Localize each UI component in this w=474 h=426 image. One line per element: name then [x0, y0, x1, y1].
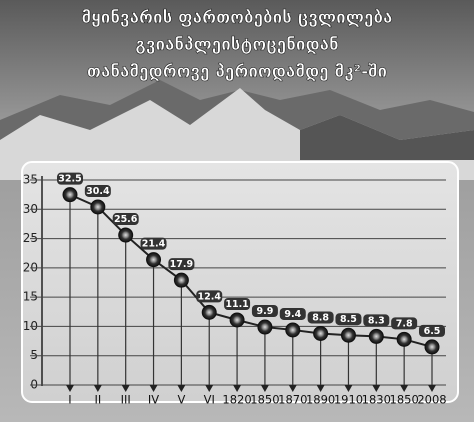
point — [201, 304, 217, 320]
mountains-front — [300, 115, 474, 160]
label-box — [112, 213, 139, 226]
label-box — [168, 258, 195, 271]
label-box — [224, 297, 251, 310]
x-tick-label: I — [68, 393, 71, 407]
point — [118, 227, 134, 243]
x-tick — [66, 385, 74, 392]
x-tick-label: 1850 — [390, 393, 419, 407]
point — [146, 252, 162, 268]
chart-title: მყინვარის ფართობების ცვლილება — [82, 8, 393, 28]
label-box — [57, 172, 83, 185]
data-label: 9.9 — [257, 306, 274, 317]
x-tick-label: V — [177, 393, 185, 407]
point — [257, 319, 273, 335]
point — [424, 339, 440, 355]
x-tick-label: 1910 — [334, 393, 363, 407]
label-box — [419, 324, 445, 337]
data-label: 9.4 — [284, 309, 301, 320]
chart-title: გვიანპლეისტოცენიდან — [135, 35, 338, 55]
x-tick-label: 1850 — [250, 393, 279, 407]
label-box — [251, 305, 278, 318]
x-tick — [93, 385, 102, 392]
point — [229, 312, 245, 328]
label-box — [363, 314, 390, 327]
x-tick — [316, 385, 325, 392]
data-label: 11.1 — [225, 299, 248, 310]
x-tick-label: 1890 — [306, 393, 335, 407]
x-tick-label: 2008 — [417, 393, 446, 407]
x-tick — [400, 385, 409, 392]
x-tick — [288, 385, 297, 392]
data-label: 7.8 — [396, 318, 413, 329]
x-tick — [149, 385, 158, 392]
x-tick-label: III — [121, 393, 131, 407]
label-box — [140, 237, 167, 250]
x-tick — [428, 385, 436, 392]
point — [90, 199, 106, 215]
data-label: 6.5 — [424, 326, 441, 337]
label-box — [307, 311, 334, 324]
label-box — [84, 184, 111, 197]
data-label: 32.5 — [58, 174, 81, 185]
data-label: 8.5 — [340, 314, 357, 325]
point — [340, 327, 356, 343]
point — [396, 331, 412, 347]
x-tick — [233, 385, 242, 392]
data-label: 12.4 — [198, 291, 222, 302]
label-box — [335, 313, 362, 326]
x-tick-label: VI — [204, 393, 215, 407]
label-box — [279, 307, 306, 320]
x-tick-label: IV — [148, 393, 159, 407]
data-label: 30.4 — [86, 186, 110, 197]
data-label: 17.9 — [170, 259, 193, 270]
point — [62, 187, 78, 203]
point — [313, 325, 329, 341]
x-tick-label: II — [94, 393, 101, 407]
x-tick — [205, 385, 214, 392]
x-tick-label: 1830 — [362, 393, 391, 407]
label-box — [196, 290, 223, 303]
data-label: 21.4 — [142, 239, 166, 250]
data-label: 25.6 — [114, 214, 138, 225]
x-tick — [372, 385, 381, 392]
x-tick — [260, 385, 269, 392]
x-tick — [121, 385, 130, 392]
x-tick-label: 1870 — [278, 393, 307, 407]
x-tick-label: 1820 — [222, 393, 251, 407]
label-box — [391, 317, 418, 330]
point — [368, 328, 384, 344]
data-label: 8.3 — [368, 315, 385, 326]
x-tick — [177, 385, 186, 392]
point — [173, 272, 189, 288]
plot-panel — [21, 161, 459, 403]
x-tick — [344, 385, 353, 392]
point — [285, 322, 301, 338]
chart-title: თანამედროვე პერიოდამდე მკ²-ში — [87, 62, 387, 82]
data-label: 8.8 — [312, 312, 329, 323]
